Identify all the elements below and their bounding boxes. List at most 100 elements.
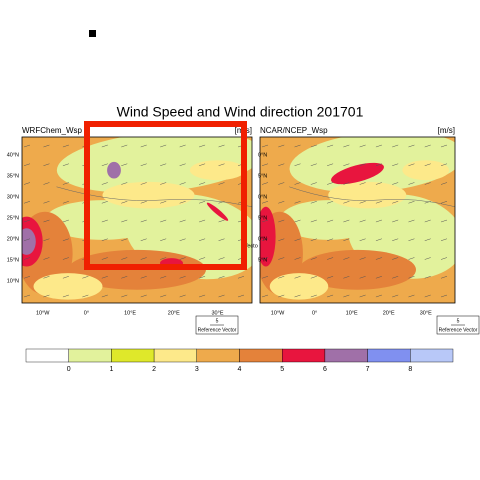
wind-vector [310, 257, 317, 260]
wind-vector [392, 182, 399, 185]
wind-vector [343, 238, 350, 241]
speed-region [269, 273, 329, 300]
wind-vector [375, 144, 382, 148]
wind-vector [261, 294, 269, 298]
wind-vector [408, 294, 415, 298]
colorbar-label: 3 [195, 366, 199, 373]
wind-vector [23, 182, 31, 185]
colorbar-label: 8 [408, 366, 412, 373]
wind-vector [327, 201, 334, 204]
wind-vector [199, 182, 206, 185]
wind-vector [392, 276, 399, 279]
wind-vector [327, 182, 334, 185]
lon-label: 20°E [383, 310, 395, 316]
lat-label: 5°N [258, 257, 267, 263]
wind-vector [424, 182, 431, 185]
wind-vector [43, 201, 50, 204]
wind-vector [327, 257, 334, 260]
wind-vector [359, 201, 366, 204]
wind-vector [199, 144, 206, 148]
wind-vector [392, 219, 399, 223]
wind-vector [160, 276, 167, 279]
wind-vector [294, 238, 301, 241]
wind-vector [199, 294, 206, 298]
wind-vector [343, 219, 350, 223]
wind-vector [101, 163, 108, 166]
wind-vector [62, 201, 69, 204]
wind-vector [408, 257, 415, 260]
wind-vector [375, 201, 382, 204]
wind-vector [23, 201, 31, 204]
wind-vector [140, 294, 147, 298]
wind-vector [359, 219, 366, 223]
wind-vector [278, 276, 285, 279]
speed-region [331, 162, 384, 185]
lon-label: 30°E [420, 310, 432, 316]
wind-vector [121, 238, 128, 241]
wind-vector [408, 182, 415, 185]
wind-vector [160, 201, 167, 204]
wind-vector [278, 238, 285, 241]
wind-vector [101, 201, 108, 204]
colorbar-box [324, 348, 368, 363]
wind-vector [359, 257, 366, 260]
speed-region [189, 160, 246, 181]
wind-vector [424, 219, 431, 223]
speed-region [33, 273, 103, 300]
wind-vector [392, 294, 399, 298]
wind-vector [179, 276, 186, 279]
wind-vector [101, 257, 108, 260]
wind-vector [392, 144, 399, 148]
lat-label: 5°N [258, 173, 267, 179]
wind-vector [199, 238, 206, 241]
lat-label: 25°N [7, 215, 19, 221]
wind-vector [199, 201, 206, 204]
coastline [289, 186, 455, 207]
wind-vector [261, 182, 269, 185]
colorbar-label: 2 [152, 366, 156, 373]
wind-vector [440, 276, 448, 279]
wind-vector [440, 219, 448, 223]
wind-vector [294, 294, 301, 298]
lon-label: 0° [84, 310, 89, 316]
wind-vector [218, 238, 225, 241]
wind-vector [359, 163, 366, 166]
wind-vector [375, 257, 382, 260]
lat-label: 40°N [7, 152, 19, 158]
lat-label: 20°N [7, 236, 19, 242]
wind-vector [218, 163, 225, 166]
wind-vector [43, 144, 50, 148]
wind-vector [199, 163, 206, 166]
wind-vector [218, 294, 225, 298]
wind-vector [327, 163, 334, 166]
speed-region [206, 202, 229, 221]
lat-label: 5°N [258, 215, 267, 221]
wind-vector [160, 257, 167, 260]
speed-region [299, 249, 416, 290]
wind-vector [343, 294, 350, 298]
wind-vector [160, 238, 167, 241]
wind-vector [294, 219, 301, 223]
wind-vector [359, 294, 366, 298]
wind-vector [424, 163, 431, 166]
lat-label: 0°N [258, 152, 267, 158]
wind-vector [408, 144, 415, 148]
wind-vector [392, 257, 399, 260]
wind-vector [375, 276, 382, 279]
wind-vector [440, 201, 448, 204]
colorbar-box [367, 348, 411, 363]
colorbar-label: 4 [238, 366, 242, 373]
wind-vector [294, 163, 301, 166]
wind-vector [310, 219, 317, 223]
wind-vector [327, 238, 334, 241]
panel-label: NCAR/NCEP_Wsp [260, 126, 328, 135]
wind-vector [310, 201, 317, 204]
wind-vector [375, 294, 382, 298]
wind-vector [62, 144, 69, 148]
lon-label: 20°E [168, 310, 180, 316]
lat-label: 0°N [258, 194, 267, 200]
wind-vector [62, 163, 69, 166]
lat-label: 0°N [258, 236, 267, 242]
colorbar-box [196, 348, 240, 363]
